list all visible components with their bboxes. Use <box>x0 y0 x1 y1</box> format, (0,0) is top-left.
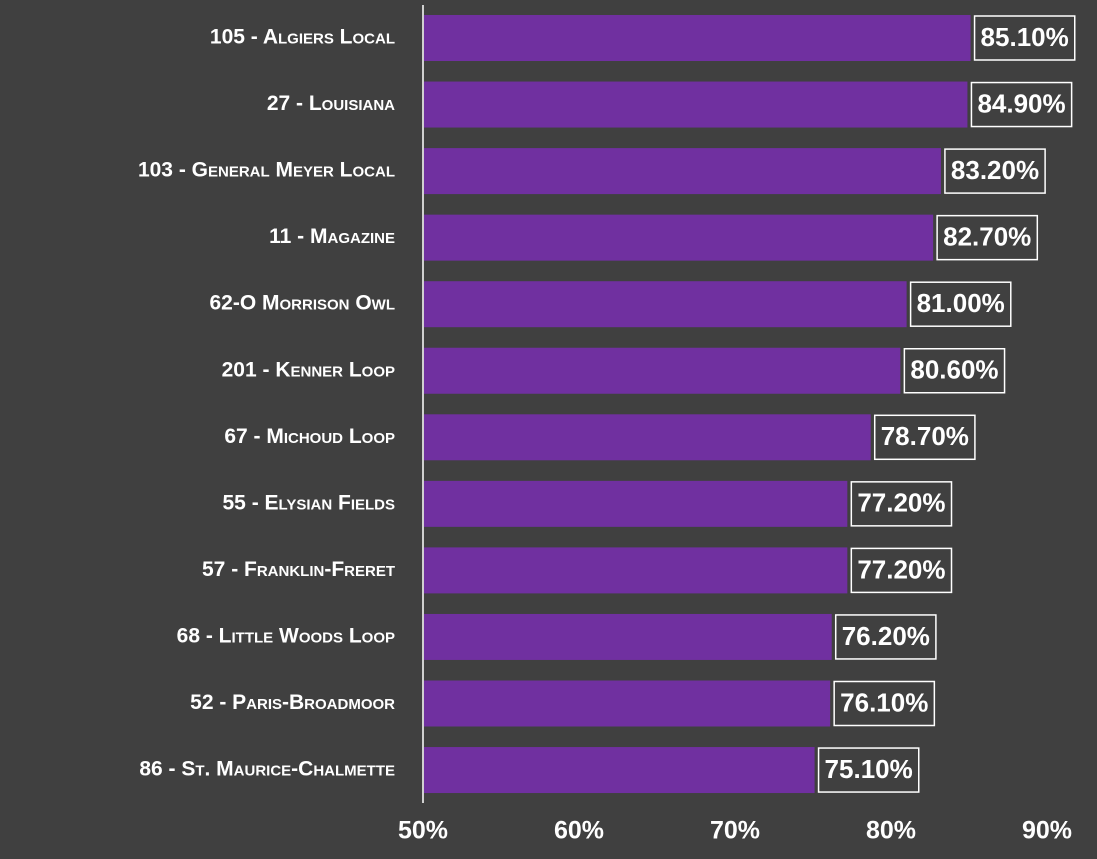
value-label-box <box>909 281 1012 327</box>
bar <box>424 547 848 594</box>
value-label: 76.10% <box>840 687 928 717</box>
value-label-box <box>903 348 1006 394</box>
value-label-box <box>873 414 976 461</box>
bar <box>424 281 907 328</box>
bar <box>424 480 848 527</box>
category-label: 52 - Paris-Broadmoor <box>190 691 395 714</box>
category-label: 62-O Morrison Owl <box>209 292 395 315</box>
category-label: 55 - Elysian Fields <box>223 491 396 514</box>
bar <box>424 747 815 794</box>
category-label: 11 - Magazine <box>269 225 395 248</box>
bar <box>424 214 934 261</box>
bar <box>424 414 871 461</box>
category-label: 86 - St. Maurice-Chalmette <box>139 758 395 781</box>
category-label: 201 - Kenner Loop <box>222 358 395 381</box>
value-label: 83.20% <box>951 155 1039 185</box>
value-label-box <box>936 214 1039 261</box>
x-tick-label: 60% <box>554 817 604 845</box>
value-label: 78.70% <box>881 421 969 451</box>
value-label-box <box>973 15 1076 61</box>
x-tick-label: 90% <box>1022 817 1072 845</box>
bar <box>424 613 832 660</box>
bar <box>424 148 941 195</box>
category-label: 103 - General Meyer Local <box>138 159 395 182</box>
category-label: 68 - Little Woods Loop <box>177 624 395 647</box>
value-label: 81.00% <box>917 288 1005 318</box>
bar <box>424 680 831 727</box>
value-label: 77.20% <box>857 554 945 584</box>
bar <box>424 15 971 61</box>
value-label-box <box>850 547 953 594</box>
value-label: 82.70% <box>943 222 1031 252</box>
value-label: 80.60% <box>910 355 998 385</box>
value-label: 85.10% <box>981 22 1069 52</box>
value-label: 77.20% <box>857 488 945 518</box>
value-label: 76.20% <box>842 621 930 651</box>
category-label: 105 - Algiers Local <box>210 26 395 49</box>
value-label: 75.10% <box>825 754 913 784</box>
value-label-box <box>944 148 1046 194</box>
x-tick-label: 70% <box>710 817 760 845</box>
x-tick-label: 80% <box>866 817 916 845</box>
value-label-box <box>970 81 1073 128</box>
value-label-box <box>817 747 920 793</box>
bar <box>424 347 901 394</box>
category-label: 67 - Michoud Loop <box>224 425 395 448</box>
category-label: 27 - Louisiana <box>267 92 395 115</box>
value-label-box <box>834 614 937 660</box>
value-label: 84.90% <box>977 88 1065 118</box>
x-tick-label: 50% <box>398 817 448 845</box>
value-label-box <box>833 680 936 727</box>
bar <box>424 81 968 128</box>
category-label: 57 - Franklin-Freret <box>202 558 395 581</box>
value-label-box <box>850 481 953 527</box>
